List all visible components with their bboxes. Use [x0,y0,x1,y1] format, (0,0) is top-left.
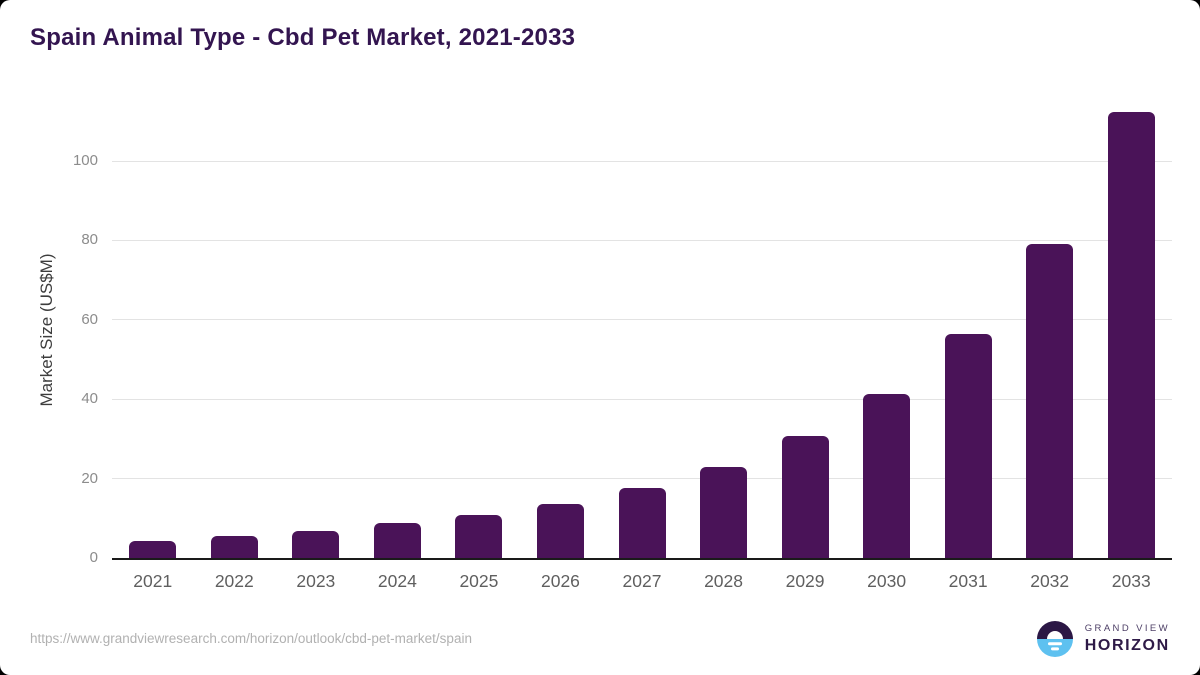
y-tick-label-80: 80 [81,231,98,249]
x-tick-label-2029: 2029 [785,571,825,591]
y-tick-label-0: 0 [89,549,98,566]
bar-2033 [1107,111,1155,558]
source-url: https://www.grandviewresearch.com/horizo… [30,631,472,646]
plot-area: 0 20 40 60 80 100 2021 2022 2023 2024 2025 2026 2027… [73,100,1172,591]
x-tick-label-2021: 2021 [133,571,173,591]
x-tick-label-2033: 2033 [1111,571,1151,591]
bar-2031 [944,333,992,558]
y-tick-label-60: 60 [81,310,98,328]
bar-2027 [618,487,666,558]
y-tick-label-100: 100 [72,152,98,170]
x-tick-label-2031: 2031 [948,571,988,591]
x-tick-label-2025: 2025 [459,571,499,591]
gridline-20 [112,478,1172,480]
x-tick-label-2023: 2023 [296,571,336,591]
bar-2022 [210,536,258,558]
x-tick-label-2022: 2022 [214,571,254,591]
chart-title: Spain Animal Type - Cbd Pet Market, 2021… [30,24,576,51]
bar-2024 [373,523,421,558]
bar-2023 [292,531,340,558]
gridline-60 [112,319,1172,321]
bar-2028 [700,466,748,558]
bar-2030 [863,394,911,558]
bar-2029 [781,435,829,558]
grand-view-horizon-logo: GRAND VIEW HORIZON [1035,619,1170,659]
x-tick-label-2024: 2024 [377,571,417,591]
y-axis-title: Market Size (US$M) [37,253,56,407]
y-tick-label-40: 40 [81,390,98,408]
logo-text: GRAND VIEW HORIZON [1085,624,1170,654]
gridline-80 [112,239,1172,241]
gridline-100 [112,160,1172,162]
bar-2032 [1026,244,1074,558]
bar-2025 [455,514,503,558]
x-tick-label-2032: 2032 [1030,571,1070,591]
x-tick-label-2028: 2028 [704,571,743,591]
x-tick-label-2026: 2026 [540,571,580,591]
gridline-40 [112,398,1172,400]
bar-2021 [129,541,177,558]
x-tick-label-2030: 2030 [867,571,907,591]
logo-brand-line: GRAND VIEW [1084,623,1170,635]
horizon-sunrise-icon [1035,619,1075,659]
x-tick-label-2027: 2027 [622,571,662,591]
logo-product-line: HORIZON [1084,636,1170,654]
y-tick-label-20: 20 [81,469,98,487]
bar-2026 [536,504,584,558]
